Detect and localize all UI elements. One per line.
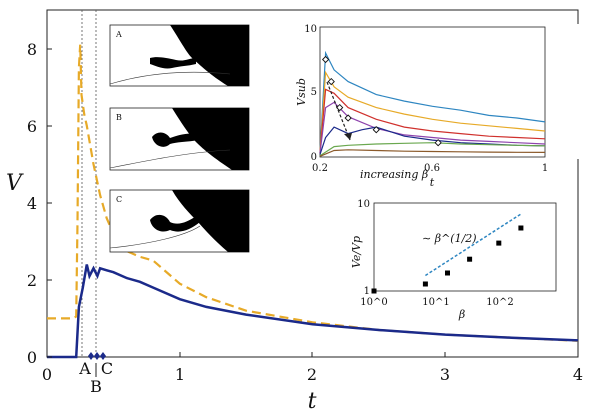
y-tick-label-3: 6 <box>27 117 37 136</box>
x-tick-label-3: 3 <box>440 365 450 384</box>
inset-vsub-xtick-2: 1 <box>542 163 548 174</box>
inset-vsub-series-5 <box>319 142 546 157</box>
inset-ratio-xtick-1: 10^1 <box>422 297 449 308</box>
inset-vsub-xtick-0: 0.2 <box>312 163 328 174</box>
series-dashed-gold <box>47 44 579 342</box>
y-tick-label-4: 8 <box>27 40 37 59</box>
inset-ratio-ylabel: Ve/Vp <box>350 236 363 268</box>
y-axis-label: V <box>6 171 24 196</box>
marker-diamond-B <box>94 352 100 360</box>
series-solid-navy <box>47 264 579 359</box>
inset-vsub-diamond-2 <box>336 103 344 112</box>
inset-vsub-series-6 <box>319 149 546 157</box>
inset-ratio-point-2 <box>445 270 450 276</box>
x-axis-label: t <box>308 389 317 414</box>
inset-ratio-ytick-0: 1 <box>364 286 370 297</box>
inset-vsub-diamond-3 <box>344 114 352 122</box>
marker-label-C: C <box>101 359 113 378</box>
marker-diamond-A <box>88 352 94 360</box>
marker-diamonds <box>88 352 106 360</box>
y-tick-label-2: 4 <box>27 194 37 213</box>
snapshot-A-letter: A <box>115 30 122 39</box>
inset-ratio-point-5 <box>518 225 524 231</box>
inset-vsub-diamond-5 <box>434 139 442 147</box>
inset-vsub-ytick-2: 10 <box>304 24 317 35</box>
marker-label-A: A <box>78 359 91 378</box>
inset-vsub-xtick-1: 0.6 <box>424 163 440 174</box>
inset-ratio-points <box>371 225 524 294</box>
inset-ratio-xtick-2: 10^2 <box>486 297 513 308</box>
inset-ratio-point-1 <box>422 281 428 287</box>
fit-line <box>424 213 522 277</box>
inset-vsub-diamonds <box>321 55 442 147</box>
inset-vsub-diamond-1 <box>327 77 335 86</box>
x-tick-label-1: 1 <box>175 365 185 384</box>
inset-ratio-point-4 <box>496 240 502 246</box>
x-tick-label-2: 2 <box>307 365 317 384</box>
inset-ratio-ytick-1: 10 <box>357 199 370 210</box>
inset-vsub-xlabel: t <box>430 176 435 189</box>
x-tick-label-0: 0 <box>42 365 52 384</box>
snapshot-A: A <box>109 24 250 87</box>
x-tick-label-4: 4 <box>573 365 583 384</box>
snapshot-B-letter: B <box>116 113 122 122</box>
inset-vsub-annotation: increasing β <box>360 168 428 181</box>
marker-label-B: B <box>90 377 102 396</box>
marker-diamond-C <box>100 352 106 360</box>
inset-ratio-point-0 <box>371 288 377 294</box>
inset-ratio-point-3 <box>467 256 473 262</box>
main-plot: 0 1 2 3 4 0 2 4 6 8 t V A B C <box>6 9 583 414</box>
inset-vsub: increasing β 0 5 10 0.2 0.6 1 t Vsub <box>295 24 598 189</box>
inset-ratio-frame <box>373 202 557 292</box>
inset-ratio: ∼ β^(1/2) 1 10 10^0 10^1 10^2 β Ve/Vp <box>350 199 557 321</box>
inset-vsub-frame <box>319 26 546 158</box>
inset-vsub-diamond-4 <box>372 126 380 134</box>
y-tick-label-0: 0 <box>27 348 37 367</box>
snapshot-B: B <box>109 107 250 171</box>
inset-vsub-ytick-1: 5 <box>311 87 317 98</box>
snapshot-C: C <box>109 189 250 253</box>
increasing-arrow <box>326 81 351 141</box>
y-ticks: 0 2 4 6 8 <box>27 40 52 367</box>
inset-vsub-ytick-0: 0 <box>311 152 317 163</box>
inset-vsub-series-3 <box>319 101 546 154</box>
inset-vsub-ylabel: Vsub <box>295 78 308 106</box>
increasing-arrowhead <box>344 133 352 140</box>
x-ticks: 0 1 2 3 4 <box>42 352 583 384</box>
inset-vsub-series-0 <box>319 50 546 154</box>
fit-annotation: ∼ β^(1/2) <box>422 232 477 245</box>
y-tick-label-1: 2 <box>27 271 37 290</box>
inset-ratio-xtick-0: 10^0 <box>360 297 387 308</box>
inset-ratio-xlabel: β <box>458 308 465 321</box>
inset-vsub-diamond-0 <box>321 55 330 64</box>
snapshot-C-letter: C <box>116 195 122 204</box>
